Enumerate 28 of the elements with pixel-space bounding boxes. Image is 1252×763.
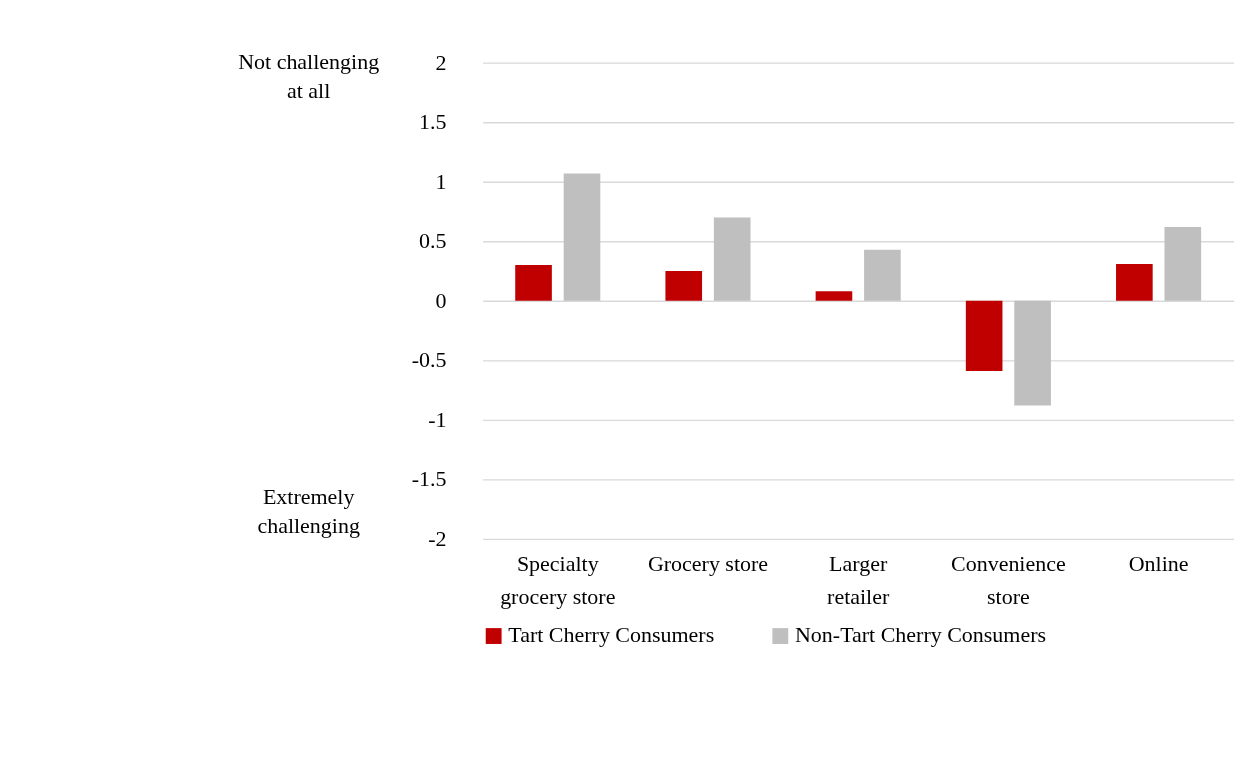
bar — [563, 173, 601, 301]
y-tick-label: -1 — [428, 406, 447, 432]
bar — [665, 271, 703, 301]
y-tick-label: 2 — [435, 49, 447, 75]
bar — [965, 300, 1003, 372]
y-tick-label: -0.5 — [411, 347, 447, 373]
bar — [713, 217, 751, 301]
legend-label: Tart Cherry Consumers — [508, 622, 715, 648]
bar — [1164, 227, 1202, 301]
x-tick-label: Online — [1128, 551, 1189, 577]
y-tick-label: 1.5 — [419, 109, 447, 135]
bar — [1014, 300, 1051, 406]
y-tick-label: 0.5 — [419, 228, 447, 254]
bar — [815, 291, 853, 301]
y-tick-label: 0 — [435, 287, 447, 313]
y-tick-label: -2 — [428, 525, 447, 551]
bar — [515, 265, 552, 301]
text: Not challenging at all — [238, 49, 380, 104]
y-tick-label: -1.5 — [411, 466, 447, 492]
x-tick-label: Convenience store — [951, 551, 1066, 610]
text: Extremely challenging — [257, 484, 360, 539]
x-tick-label: Specialty grocery store — [500, 551, 616, 610]
bar — [864, 249, 901, 301]
legend-label: Non-Tart Cherry Consumers — [794, 622, 1047, 648]
x-tick-label: Grocery store — [647, 551, 769, 577]
x-tick-label: Larger retailer — [827, 551, 890, 610]
bar — [1116, 263, 1153, 301]
y-tick-label: 1 — [435, 168, 447, 194]
